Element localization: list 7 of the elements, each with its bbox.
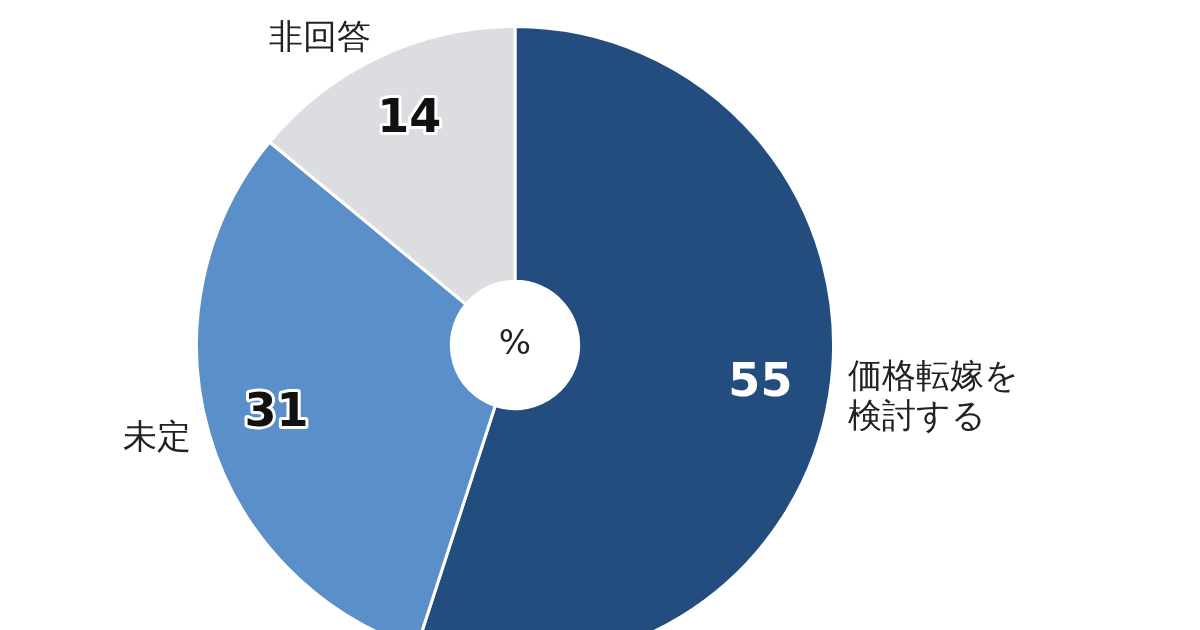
data-label: 31: [244, 383, 309, 438]
data-label: 14: [377, 89, 442, 144]
slice-label: 未定: [122, 416, 191, 457]
slice-label: 価格転嫁を検討する: [848, 354, 1020, 435]
text: %: [498, 321, 532, 362]
slice-label: 非回答: [269, 16, 372, 57]
data-label: 55: [728, 352, 793, 407]
